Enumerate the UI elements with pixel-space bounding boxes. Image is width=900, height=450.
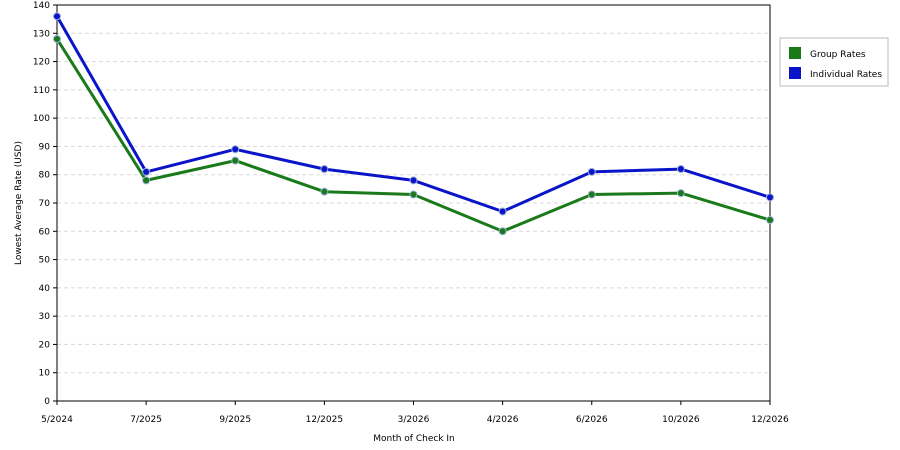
legend-label-group-rates: Group Rates xyxy=(810,50,866,60)
x-tick-label: 7/2025 xyxy=(130,415,162,425)
data-point-group-rates xyxy=(142,176,151,185)
series-line-group-rates xyxy=(55,38,771,233)
data-point-individual-rates xyxy=(320,165,329,174)
x-tick-label: 12/2026 xyxy=(751,415,789,425)
data-point-group-rates xyxy=(766,215,774,224)
y-axis-title: Lowest Average Rate (USD) xyxy=(14,141,24,265)
y-tick-label: 110 xyxy=(33,86,50,96)
x-tick-label: 9/2025 xyxy=(219,415,251,425)
data-point-individual-rates xyxy=(53,12,61,21)
y-tick-label: 80 xyxy=(39,171,51,181)
data-point-individual-rates xyxy=(587,167,596,176)
y-tick-label: 60 xyxy=(39,227,51,237)
data-point-group-rates xyxy=(320,187,329,196)
y-axis: 0 10 20 30 40 50 60 70 80 90 100 110 120 130 140 xyxy=(33,1,57,407)
y-tick-label: 10 xyxy=(39,369,51,379)
x-tick-label: 5/2024 xyxy=(41,415,73,425)
data-point-individual-rates xyxy=(766,193,774,202)
grid xyxy=(57,32,770,374)
data-point-group-rates xyxy=(498,227,507,236)
x-tick-label: 12/2025 xyxy=(306,415,343,425)
data-point-individual-rates xyxy=(409,176,418,185)
x-axis: 5/2024 7/2025 9/2025 12/2025 3/2026 4/2026 6/2… xyxy=(41,401,789,425)
x-tick-label: 6/2026 xyxy=(576,415,608,425)
data-point-group-rates xyxy=(676,189,685,198)
y-tick-label: 130 xyxy=(33,29,50,39)
data-point-group-rates xyxy=(231,156,240,165)
data-point-individual-rates xyxy=(142,167,151,176)
data-point-individual-rates xyxy=(498,207,507,216)
y-tick-label: 100 xyxy=(33,114,50,124)
legend-label-individual-rates: Individual Rates xyxy=(810,70,882,80)
x-tick-label: 4/2026 xyxy=(487,415,519,425)
y-tick-label: 120 xyxy=(33,58,50,68)
y-tick-label: 70 xyxy=(39,199,51,209)
x-tick-label: 3/2026 xyxy=(398,415,430,425)
y-tick-label: 140 xyxy=(33,1,50,11)
data-point-group-rates xyxy=(409,190,418,199)
series xyxy=(53,12,774,236)
data-point-group-rates xyxy=(587,190,596,199)
data-point-group-rates xyxy=(53,34,61,43)
x-axis-title: Month of Check In xyxy=(373,434,455,444)
legend-swatch-individual-rates xyxy=(789,67,801,79)
data-point-individual-rates xyxy=(676,165,685,174)
y-tick-label: 50 xyxy=(39,256,51,266)
data-point-individual-rates xyxy=(231,145,240,154)
legend: Group Rates Individual Rates xyxy=(779,37,889,87)
x-tick-label: 10/2026 xyxy=(662,415,700,425)
y-tick-label: 90 xyxy=(39,142,51,152)
y-tick-label: 40 xyxy=(39,284,51,294)
y-tick-label: 30 xyxy=(39,312,51,322)
legend-swatch-group-rates xyxy=(789,47,801,59)
y-tick-label: 0 xyxy=(44,397,50,407)
y-tick-label: 20 xyxy=(39,340,51,350)
